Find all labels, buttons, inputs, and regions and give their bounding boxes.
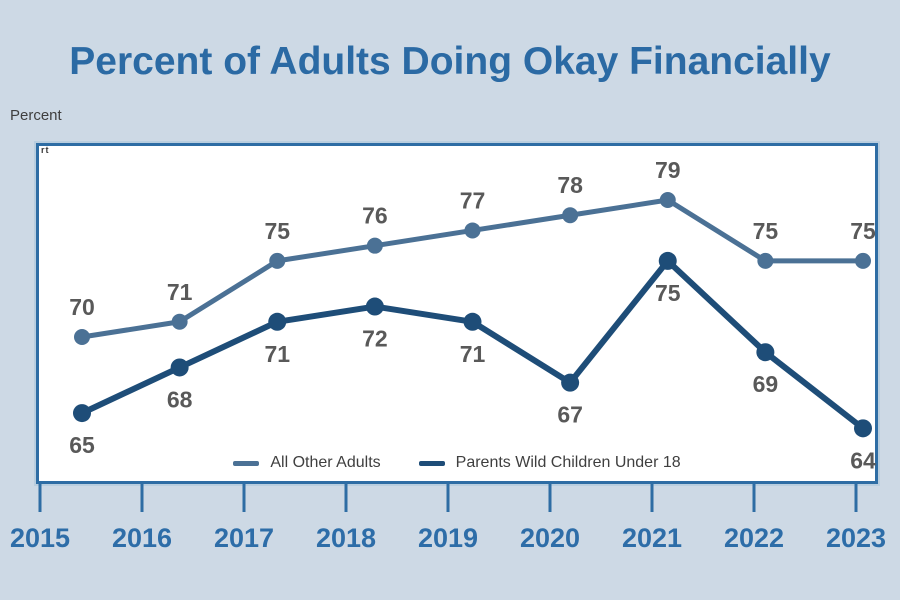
legend-line-swatch-dark <box>418 460 445 466</box>
x-tick-label: 2021 <box>622 523 682 553</box>
chart-title: Percent of Adults Doing Okay Financially <box>69 40 831 83</box>
x-tick-label: 2018 <box>316 523 376 553</box>
x-tick-label: 2023 <box>826 523 886 553</box>
legend-label-all-other-adults: All Other Adults <box>270 454 381 471</box>
x-tick-label: 2015 <box>10 523 70 553</box>
legend-item-all-other-adults: All Other Adults <box>233 454 381 472</box>
x-tick-label: 2017 <box>214 523 274 553</box>
x-tick-label: 2022 <box>724 523 784 553</box>
plot-area: rt All Other Adults Parents Wild Childre… <box>36 143 878 484</box>
legend-label-parents: Parents Wild Children Under 18 <box>455 454 681 471</box>
x-tick-label: 2020 <box>520 523 580 553</box>
x-tick-label: 2016 <box>112 523 172 553</box>
y-axis-unit-label: Percent <box>10 107 62 124</box>
x-tick-label: 2019 <box>418 523 478 553</box>
legend-line-swatch-light <box>233 460 260 466</box>
plot-corner-artifact: rt <box>41 146 50 153</box>
legend-item-parents: Parents Wild Children Under 18 <box>418 454 681 472</box>
legend: All Other Adults Parents Wild Children U… <box>39 454 875 472</box>
